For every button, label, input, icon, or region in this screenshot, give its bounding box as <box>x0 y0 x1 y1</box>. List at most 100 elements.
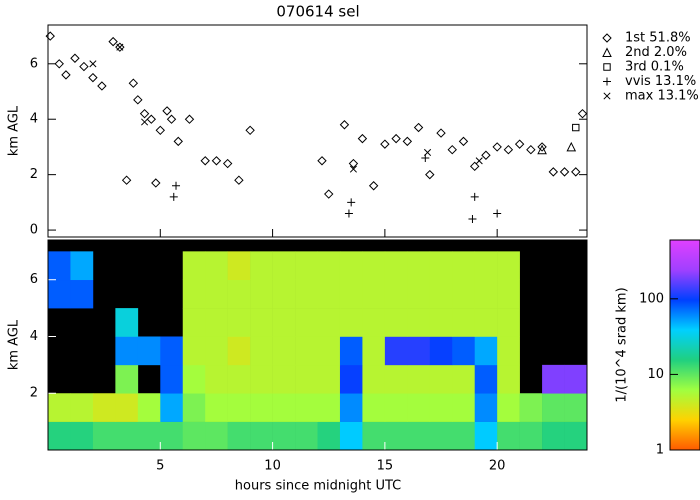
legend-label: 3rd 0.1% <box>625 60 684 75</box>
heatmap-cell <box>339 251 363 281</box>
data-point <box>172 181 181 190</box>
heatmap-cell <box>407 393 431 422</box>
heatmap-cell <box>137 393 161 422</box>
heatmap-cell <box>70 251 94 281</box>
data-point <box>141 118 149 126</box>
data-point <box>324 189 334 199</box>
heatmap-cell <box>497 421 520 451</box>
heatmap-cell <box>519 393 543 422</box>
heatmap-cell <box>339 364 363 394</box>
legend-label: max 13.1% <box>625 89 699 104</box>
data-point <box>348 158 359 169</box>
heatmap-cell <box>250 364 273 394</box>
y-tick-label: 4 <box>30 329 38 344</box>
legend-marker <box>603 92 611 100</box>
data-point <box>577 108 588 119</box>
heatmap-cell <box>317 251 341 281</box>
heatmap-cell <box>452 421 476 451</box>
data-point <box>537 144 547 155</box>
data-point <box>514 139 525 149</box>
data-point <box>97 81 107 91</box>
heatmap-cell <box>384 421 408 451</box>
heatmap-cell <box>429 251 453 281</box>
data-point <box>357 133 368 144</box>
heatmap-cell <box>384 279 408 309</box>
data-point <box>89 60 97 68</box>
heatmap-cell <box>70 393 94 422</box>
data-point <box>344 209 353 218</box>
y-tick-label: 2 <box>30 386 38 401</box>
data-point <box>458 136 469 147</box>
data-point <box>108 36 118 47</box>
data-point <box>503 144 514 155</box>
data-point <box>470 192 479 201</box>
colorbar-tick-label: 1 <box>656 443 664 458</box>
data-point <box>151 178 161 188</box>
heatmap-cell <box>339 308 363 337</box>
data-point <box>317 156 327 166</box>
plot-frame <box>47 24 588 238</box>
heatmap-cell <box>182 279 206 309</box>
y-axis-label: km AGL <box>7 105 22 156</box>
heatmap-cell <box>182 393 206 422</box>
heatmap-cell <box>429 308 453 337</box>
legend-label: vvis 13.1% <box>625 74 696 89</box>
heatmap-cell <box>407 251 431 281</box>
data-point <box>347 198 356 207</box>
heatmap-cell <box>407 279 431 309</box>
data-point <box>115 42 125 52</box>
data-point <box>548 167 559 177</box>
data-point <box>121 175 132 185</box>
heatmap-cell <box>384 336 408 366</box>
heatmap-cell <box>295 279 318 309</box>
legend-marker <box>603 77 611 86</box>
heatmap-cell <box>227 393 251 422</box>
heatmap-cell <box>48 251 71 281</box>
data-point <box>470 161 480 172</box>
heatmap-cell <box>160 421 184 451</box>
heatmap-cell <box>542 364 565 394</box>
heatmap-cell <box>227 421 251 451</box>
data-point <box>116 43 124 51</box>
data-point <box>184 114 195 124</box>
heatmap-cell <box>497 364 520 394</box>
heatmap-cell <box>362 308 386 337</box>
heatmap-cell <box>497 393 520 422</box>
heatmap-cell <box>362 421 386 451</box>
data-point <box>234 175 244 185</box>
plot-frame <box>47 239 588 451</box>
heatmap-cell <box>205 308 228 337</box>
heatmap-cell <box>497 251 520 281</box>
data-point <box>481 150 491 160</box>
data-point <box>211 156 222 166</box>
data-point <box>572 123 580 132</box>
heatmap-cell <box>115 308 139 337</box>
data-point <box>423 148 432 157</box>
x-axis-label: hours since midnight UTC <box>235 479 401 494</box>
heatmap-cell <box>384 393 408 422</box>
data-point <box>493 209 502 218</box>
heatmap-cell <box>407 364 431 394</box>
x-tick-label: 5 <box>156 459 164 474</box>
heatmap-cell <box>182 308 206 337</box>
data-point <box>88 72 98 83</box>
data-point <box>402 136 413 147</box>
heatmap-cell <box>295 336 318 366</box>
heatmap-cell <box>295 308 318 337</box>
data-point <box>61 70 71 80</box>
heatmap-cell <box>429 336 453 366</box>
heatmap-cell <box>137 421 161 451</box>
heatmap-cell <box>452 251 476 281</box>
data-point <box>173 136 183 147</box>
legend-label: 1st 51.8% <box>625 31 691 46</box>
heatmap-cell <box>519 421 543 451</box>
heatmap-cell <box>362 251 386 281</box>
x-tick-label: 10 <box>264 459 281 474</box>
heatmap-cell <box>407 336 431 366</box>
heatmap-cell <box>317 336 341 366</box>
data-point <box>200 156 210 166</box>
heatmap-cell <box>542 421 565 451</box>
heatmap-cell <box>205 364 228 394</box>
heatmap-cell <box>384 364 408 394</box>
